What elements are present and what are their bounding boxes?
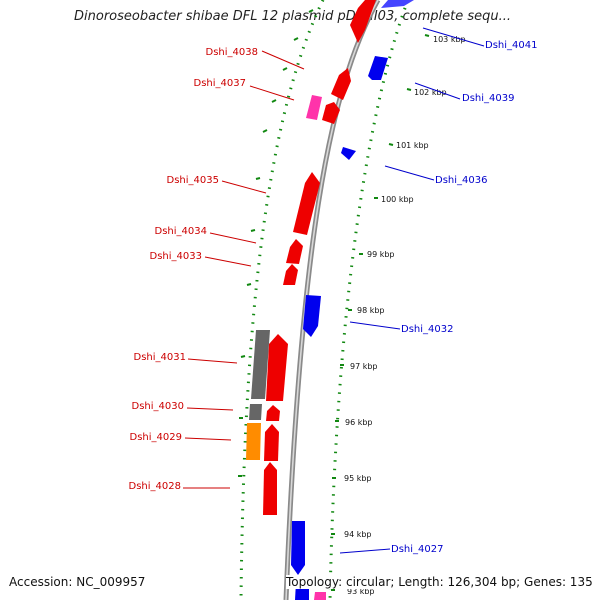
gene-shape-4037-a[interactable] — [306, 95, 322, 120]
gene-shape-4035[interactable] — [293, 172, 320, 235]
gene-label-4032[interactable]: Dshi_4032 — [401, 324, 453, 335]
gene-shape-bottom-pink[interactable] — [314, 592, 326, 600]
gene-label-4038[interactable]: Dshi_4038 — [206, 47, 258, 58]
kbp-label-103: 103 kbp — [433, 35, 466, 44]
backbone-inner — [285, 0, 379, 600]
gene-shape-4029[interactable] — [264, 424, 279, 461]
kbp-label-101: 101 kbp — [396, 141, 429, 150]
leader-lines-reverse — [339, 27, 485, 554]
kbp-label-102: 102 kbp — [414, 88, 447, 97]
gene-label-4030[interactable]: Dshi_4030 — [132, 401, 184, 412]
gene-shape-4029-orange[interactable] — [246, 423, 261, 460]
kbp-label-99: 99 kbp — [367, 250, 395, 259]
gene-label-4034[interactable]: Dshi_4034 — [155, 226, 207, 237]
gene-label-4039[interactable]: Dshi_4039 — [462, 93, 514, 104]
gene-shape-4031[interactable] — [266, 334, 288, 401]
gene-shape-4037-b[interactable] — [322, 102, 340, 124]
gene-shape-4027[interactable] — [291, 521, 305, 575]
gene-label-4035[interactable]: Dshi_4035 — [167, 175, 219, 186]
accession-text: Accession: NC_009957 — [9, 575, 146, 589]
gene-label-4029[interactable]: Dshi_4029 — [130, 432, 182, 443]
kbp-label-94: 94 kbp — [344, 530, 372, 539]
gene-shape-4036[interactable] — [341, 147, 356, 160]
kbp-label-97: 97 kbp — [350, 362, 378, 371]
kbp-tick-labels: 103 kbp 102 kbp 101 kbp 100 kbp 99 kbp 9… — [344, 35, 466, 596]
gene-shape-4030-gray[interactable] — [249, 404, 262, 420]
gene-shape-4028[interactable] — [263, 462, 277, 515]
gene-label-4028[interactable]: Dshi_4028 — [129, 481, 181, 492]
gene-shape-4034[interactable] — [286, 239, 303, 264]
gene-shape-top-fwd[interactable] — [350, 0, 376, 43]
kbp-label-93: 93 kbp — [347, 587, 375, 596]
backbone-outer — [283, 0, 381, 600]
gene-shape-4032[interactable] — [303, 295, 321, 337]
gene-shape-4039[interactable] — [368, 56, 388, 80]
gene-labels: Dshi_4041 Dshi_4038 Dshi_4037 Dshi_4039 … — [129, 40, 538, 555]
gene-label-4031[interactable]: Dshi_4031 — [134, 352, 186, 363]
gene-shape-4038[interactable] — [331, 68, 351, 100]
gene-shape-4031-gray[interactable] — [251, 330, 270, 399]
kbp-label-98: 98 kbp — [357, 306, 385, 315]
forward-genes — [246, 0, 376, 600]
kbp-label-96: 96 kbp — [345, 418, 373, 427]
gene-label-4033[interactable]: Dshi_4033 — [150, 251, 202, 262]
gene-shape-4030[interactable] — [266, 405, 280, 421]
gene-shape-4041[interactable] — [381, 0, 414, 8]
kbp-label-95: 95 kbp — [344, 474, 372, 483]
gene-label-4027[interactable]: Dshi_4027 — [391, 544, 443, 555]
leader-lines-forward — [183, 50, 305, 489]
gene-label-4037[interactable]: Dshi_4037 — [194, 78, 246, 89]
reverse-genes — [291, 0, 414, 600]
gene-label-4041[interactable]: Dshi_4041 — [485, 40, 537, 51]
ruler-dashes — [238, 9, 430, 591]
topology-text: Topology: circular; Length: 126,304 bp; … — [286, 575, 593, 589]
gene-shape-4033[interactable] — [283, 264, 298, 285]
map-title: Dinoroseobacter shibae DFL 12 plasmid pD… — [74, 9, 511, 24]
gene-label-4036[interactable]: Dshi_4036 — [435, 175, 487, 186]
kbp-label-100: 100 kbp — [381, 195, 414, 204]
